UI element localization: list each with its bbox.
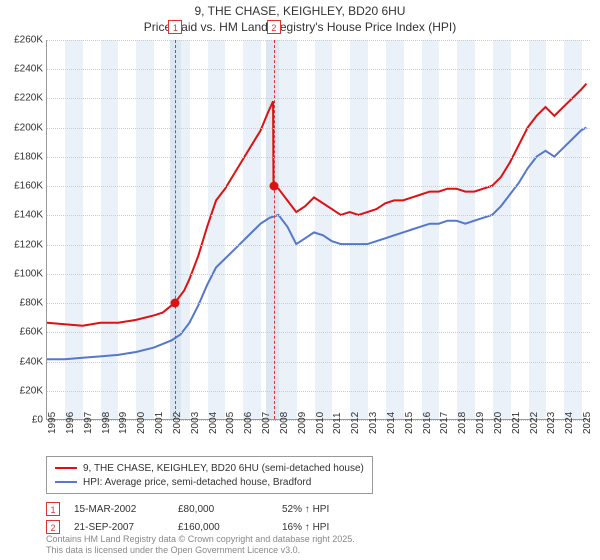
datapoint-delta: 52% ↑ HPI <box>282 504 372 515</box>
event-marker: 2 <box>267 20 281 34</box>
gridline-h <box>47 303 590 304</box>
x-axis-label: 2019 <box>475 412 486 434</box>
datapoint-index: 2 <box>46 520 60 534</box>
legend-row: HPI: Average price, semi-detached house,… <box>55 475 364 489</box>
x-axis-label: 2009 <box>297 412 308 434</box>
plot-area: £0£20K£40K£60K£80K£100K£120K£140K£160K£1… <box>46 40 590 420</box>
x-axis-label: 2022 <box>529 412 540 434</box>
chart-container: 9, THE CHASE, KEIGHLEY, BD20 6HU Price p… <box>0 0 600 560</box>
event-dot <box>269 182 278 191</box>
gridline-h <box>47 157 590 158</box>
y-axis-label: £240K <box>3 64 43 75</box>
title-block: 9, THE CHASE, KEIGHLEY, BD20 6HU Price p… <box>0 0 600 35</box>
event-dot <box>171 299 180 308</box>
datapoint-rows: 1 15-MAR-2002 £80,000 52% ↑ HPI 2 21-SEP-2007… <box>46 500 586 536</box>
x-axis-label: 1999 <box>118 412 129 434</box>
datapoint-delta: 16% ↑ HPI <box>282 522 372 533</box>
x-axis-label: 2023 <box>546 412 557 434</box>
y-axis-label: £20K <box>3 385 43 396</box>
datapoint-row: 1 15-MAR-2002 £80,000 52% ↑ HPI <box>46 500 586 518</box>
legend-label: HPI: Average price, semi-detached house,… <box>83 477 311 488</box>
x-axis-label: 2007 <box>261 412 272 434</box>
datapoint-price: £80,000 <box>178 504 268 515</box>
x-axis-label: 2010 <box>315 412 326 434</box>
x-axis-label: 2024 <box>564 412 575 434</box>
gridline-h <box>47 332 590 333</box>
series-hpi <box>47 127 586 359</box>
gridline-h <box>47 391 590 392</box>
x-axis-label: 2000 <box>136 412 147 434</box>
x-axis-label: 2002 <box>172 412 183 434</box>
x-axis-label: 2021 <box>511 412 522 434</box>
y-axis-label: £200K <box>3 122 43 133</box>
gridline-h <box>47 128 590 129</box>
event-marker: 1 <box>168 20 182 34</box>
x-axis-label: 2005 <box>225 412 236 434</box>
gridline-h <box>47 40 590 41</box>
event-line <box>274 40 275 419</box>
footer-line2: This data is licensed under the Open Gov… <box>46 545 355 556</box>
gridline-h <box>47 245 590 246</box>
legend-and-data: 9, THE CHASE, KEIGHLEY, BD20 6HU (semi-d… <box>46 456 586 536</box>
x-axis-label: 1997 <box>83 412 94 434</box>
y-axis-label: £260K <box>3 35 43 46</box>
y-axis-label: £140K <box>3 210 43 221</box>
x-axis-label: 2006 <box>243 412 254 434</box>
x-axis-label: 2013 <box>368 412 379 434</box>
x-axis-label: 2012 <box>350 412 361 434</box>
footer-attribution: Contains HM Land Registry data © Crown c… <box>46 534 355 556</box>
x-axis-label: 1995 <box>47 412 58 434</box>
gridline-h <box>47 186 590 187</box>
legend-label: 9, THE CHASE, KEIGHLEY, BD20 6HU (semi-d… <box>83 463 364 474</box>
x-axis-label: 1998 <box>101 412 112 434</box>
datapoint-row: 2 21-SEP-2007 £160,000 16% ↑ HPI <box>46 518 586 536</box>
x-axis-label: 2011 <box>332 412 343 434</box>
x-axis-label: 2014 <box>386 412 397 434</box>
legend-swatch <box>55 481 77 483</box>
legend-swatch <box>55 467 77 469</box>
legend-row: 9, THE CHASE, KEIGHLEY, BD20 6HU (semi-d… <box>55 461 364 475</box>
gridline-h <box>47 69 590 70</box>
y-axis-label: £0 <box>3 415 43 426</box>
y-axis-label: £180K <box>3 151 43 162</box>
datapoint-price: £160,000 <box>178 522 268 533</box>
x-axis-label: 2017 <box>439 412 450 434</box>
title-line1: 9, THE CHASE, KEIGHLEY, BD20 6HU <box>0 4 600 20</box>
x-axis-label: 2018 <box>457 412 468 434</box>
x-axis-label: 2001 <box>154 412 165 434</box>
y-axis-label: £220K <box>3 93 43 104</box>
footer-line1: Contains HM Land Registry data © Crown c… <box>46 534 355 545</box>
y-axis-label: £120K <box>3 239 43 250</box>
event-line <box>175 40 176 419</box>
x-axis-label: 1996 <box>65 412 76 434</box>
datapoint-index: 1 <box>46 502 60 516</box>
gridline-h <box>47 362 590 363</box>
gridline-h <box>47 98 590 99</box>
legend-box: 9, THE CHASE, KEIGHLEY, BD20 6HU (semi-d… <box>46 456 373 494</box>
x-axis-label: 2004 <box>208 412 219 434</box>
y-axis-label: £160K <box>3 181 43 192</box>
x-axis-label: 2025 <box>582 412 593 434</box>
y-axis-label: £80K <box>3 298 43 309</box>
gridline-h <box>47 215 590 216</box>
gridline-h <box>47 274 590 275</box>
datapoint-date: 21-SEP-2007 <box>74 522 164 533</box>
x-axis-label: 2008 <box>279 412 290 434</box>
y-axis-label: £60K <box>3 327 43 338</box>
series-price_paid <box>47 84 586 326</box>
x-axis-label: 2020 <box>493 412 504 434</box>
x-axis-label: 2016 <box>422 412 433 434</box>
datapoint-date: 15-MAR-2002 <box>74 504 164 515</box>
y-axis-label: £100K <box>3 268 43 279</box>
x-axis-label: 2003 <box>190 412 201 434</box>
y-axis-label: £40K <box>3 356 43 367</box>
title-line2: Price paid vs. HM Land Registry's House … <box>0 20 600 36</box>
x-axis-label: 2015 <box>404 412 415 434</box>
